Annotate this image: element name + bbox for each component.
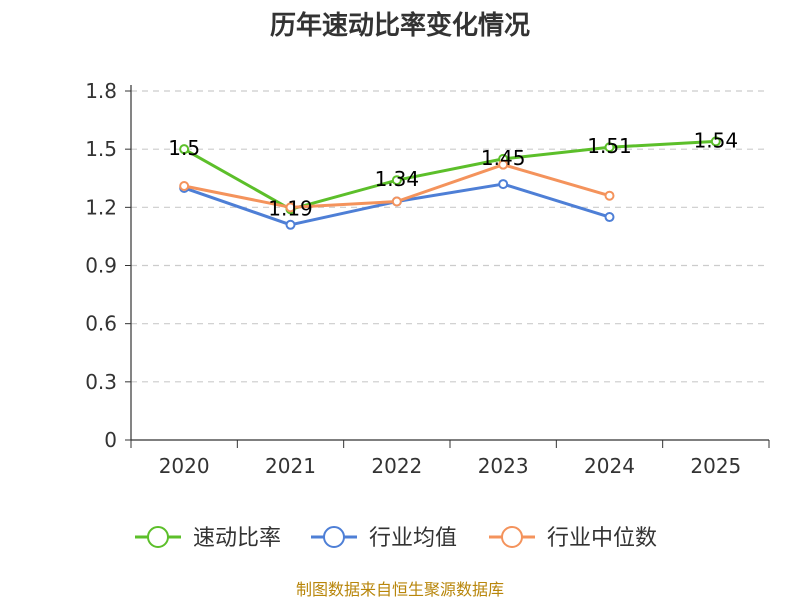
data-point[interactable] [710, 136, 721, 147]
grid-lines [131, 90, 769, 383]
data-label: 1.54 [694, 128, 739, 152]
series-line-0 [183, 139, 716, 211]
legend-marker [323, 526, 345, 548]
legend-label: 行业中位数 [547, 526, 657, 551]
axes: 0 0.3 0.6 0.9 1.2 1.5 1.8 2020 2021 2022 2023 2024 2… [85, 79, 770, 478]
legend-item-0[interactable]: 速动比率 [135, 526, 281, 551]
y-tick-label: 0.9 [85, 254, 117, 278]
x-tick-label: 2020 [159, 454, 210, 478]
source-note: 制图数据来自恒生聚源数据库 [296, 580, 504, 599]
legend-marker [501, 526, 523, 548]
data-point[interactable] [179, 181, 190, 192]
data-point[interactable] [604, 142, 615, 153]
legend-item-2[interactable]: 行业中位数 [489, 526, 657, 551]
x-tick-label: 2025 [690, 454, 741, 478]
data-labels: 1.5 1.19 1.34 1.45 1.51 1.54 [168, 128, 738, 220]
x-tick-label: 2023 [478, 454, 529, 478]
legend[interactable]: 速动比率 行业均值 行业中位数 [135, 526, 657, 551]
x-tick-label: 2022 [371, 454, 422, 478]
data-point[interactable] [604, 212, 615, 223]
data-point[interactable] [391, 196, 402, 207]
chart-title: 历年速动比率变化情况 [270, 10, 530, 41]
x-tick-label: 2021 [265, 454, 316, 478]
y-tick-label: 1.2 [85, 195, 117, 219]
legend-label: 行业均值 [369, 526, 457, 551]
x-tick-label: 2024 [584, 454, 635, 478]
data-label: 1.5 [168, 136, 200, 160]
series-group [179, 136, 721, 230]
y-tick-label: 0.6 [85, 312, 117, 336]
data-label: 1.34 [375, 167, 420, 191]
y-tick-label: 0.3 [85, 370, 117, 394]
y-tick-label: 1.8 [85, 79, 117, 103]
y-tick-label: 1.5 [85, 137, 117, 161]
data-point[interactable] [604, 190, 615, 201]
data-point[interactable] [498, 179, 509, 190]
y-tick-label: 0 [104, 428, 117, 452]
data-label: 1.45 [481, 146, 526, 170]
legend-marker [147, 526, 169, 548]
data-point[interactable] [285, 202, 296, 213]
data-label: 1.19 [268, 196, 313, 220]
data-point[interactable] [179, 144, 190, 155]
data-label: 1.51 [587, 134, 632, 158]
legend-item-1[interactable]: 行业均值 [311, 526, 457, 551]
data-point[interactable] [498, 159, 509, 170]
data-point[interactable] [285, 219, 296, 230]
data-point[interactable] [391, 175, 402, 186]
legend-label: 速动比率 [193, 526, 281, 551]
